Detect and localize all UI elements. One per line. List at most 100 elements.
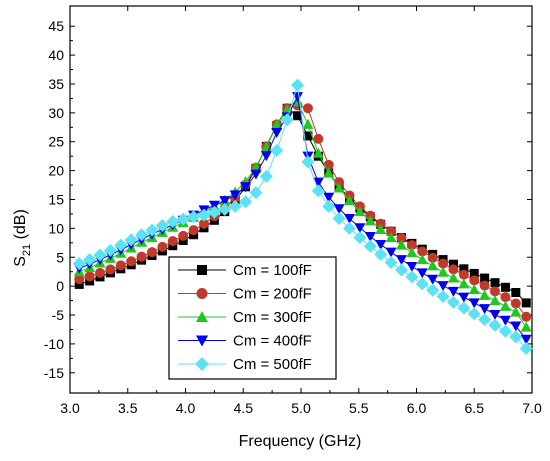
data-point [124,233,138,247]
legend-box [168,256,337,380]
y-tick-label: -5 [52,307,65,323]
x-tick-label: 5.5 [349,400,369,416]
data-point [323,192,335,203]
data-point [468,284,480,295]
data-point [437,281,449,292]
data-point [386,226,397,237]
data-point [446,295,460,309]
data-point [479,280,490,291]
data-point [364,215,376,226]
data-point [311,184,325,198]
data-point [240,182,252,193]
y-tick-label: 0 [56,278,64,294]
data-point [427,252,438,263]
data-point [438,258,449,269]
y-tick-label: 10 [48,220,64,236]
data-point [354,223,366,234]
data-point [395,239,407,250]
data-point [176,212,190,226]
data-point [490,286,501,297]
data-point [521,311,532,322]
legend-item: Cm = 500fF [178,356,312,373]
data-point [260,151,272,162]
y-tick-label: 20 [48,163,64,179]
data-point [228,199,242,213]
x-tick-label: 3.0 [60,400,80,416]
data-point [385,232,397,243]
data-point [353,231,367,245]
data-point [363,239,377,253]
data-point [280,113,294,127]
y-axis-title: S21 (dB) [12,209,33,267]
data-point [426,283,440,297]
data-point [478,313,492,327]
x-tick-label: 6.5 [465,400,485,416]
data-point [93,248,107,262]
legend-marker [197,265,207,275]
data-point [218,202,232,216]
data-point [375,218,386,229]
data-point [468,298,480,309]
data-point [396,233,407,244]
data-point [167,236,178,247]
data-point [417,246,428,257]
legend-label: Cm = 400fF [233,333,312,350]
data-point [198,218,209,229]
legend: Cm = 100fF Cm = 200fF Cm = 300fF Cm = 400fF… [168,256,337,380]
data-point [145,223,159,237]
data-point [415,277,429,291]
legend-marker [196,288,208,299]
legend-marker [196,335,208,347]
data-point [406,262,418,273]
data-point [406,247,418,258]
data-point [250,169,262,180]
data-point [126,256,137,267]
legend-marker [195,357,209,371]
data-point [84,271,95,282]
x-tick-label: 4.5 [234,400,254,416]
data-point [480,273,490,283]
data-point [384,255,398,269]
data-point [271,127,283,138]
y-axis-title-main: S [12,256,29,267]
data-point [458,269,469,280]
data-point [259,169,273,183]
data-point [416,254,428,265]
data-point [343,221,357,235]
data-point [333,182,345,193]
data-point [229,190,241,201]
data-point [207,205,221,219]
data-point [354,206,366,217]
data-point [489,295,501,306]
data-point [271,118,283,129]
data-point [74,279,84,289]
x-tick-label: 4.0 [176,400,196,416]
y-axis-title-unit: (dB) [12,209,29,244]
y-tick-label: 15 [48,192,64,208]
data-point [521,298,531,308]
legend-label: Cm = 300fF [233,309,312,326]
x-axis-title: Frequency (GHz) [239,433,362,450]
data-point [375,224,387,235]
legend-item: Cm = 400fF [178,333,312,350]
data-point [136,251,147,262]
series-layer [72,78,533,356]
data-point [395,255,407,266]
data-point [488,318,502,332]
data-point [427,260,439,271]
data-point [499,300,511,311]
y-tick-label: 35 [48,76,64,92]
data-point [510,298,521,309]
data-point [416,268,428,279]
data-point [135,228,149,242]
data-point [458,292,470,303]
legend-item: Cm = 100fF [178,262,312,279]
data-point [105,264,116,275]
data-point [447,272,459,283]
data-point [197,208,211,222]
data-point [459,264,469,274]
data-point [437,266,449,277]
data-point [95,267,106,278]
data-point [115,260,126,271]
